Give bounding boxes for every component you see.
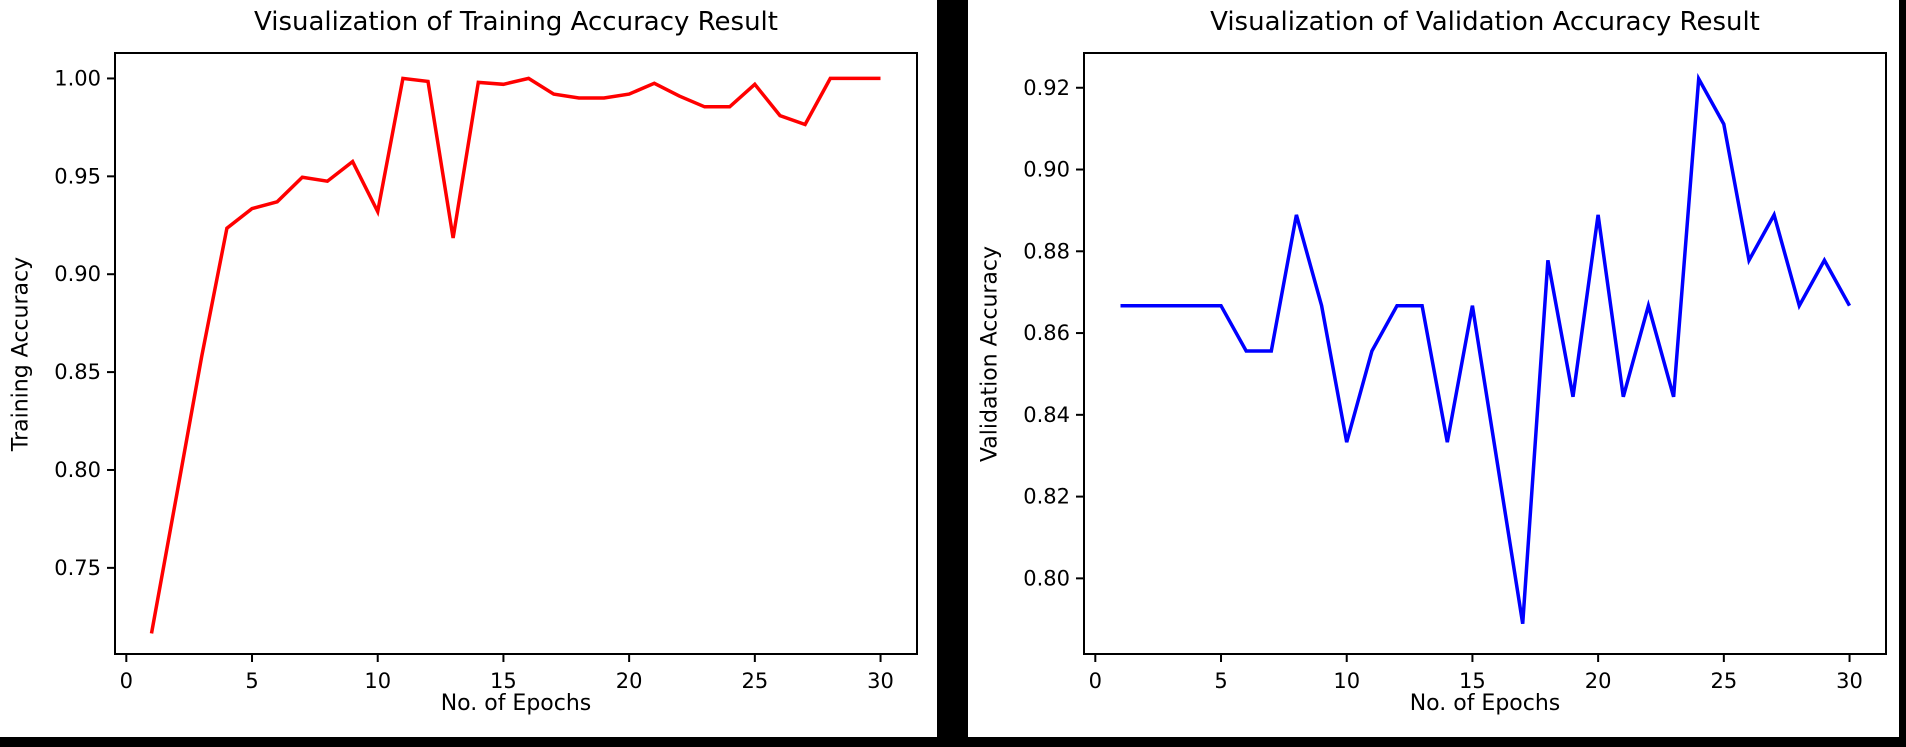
y-tick-label: 0.84 (1023, 403, 1070, 427)
y-axis-label: Validation Accuracy (977, 245, 1003, 463)
x-tick-label: 0 (120, 669, 133, 693)
x-tick-label: 20 (616, 669, 643, 693)
y-tick-label: 0.86 (1023, 321, 1070, 345)
training-accuracy-line (149, 76, 881, 634)
training-accuracy-chart: 0 5 10 15 20 25 30 0.75 0.80 0.85 0.90 0.95 1.00 (54, 52, 918, 693)
y-tick-label: 0.80 (1023, 566, 1070, 590)
x-tick-label: 10 (1333, 669, 1360, 693)
x-tick-label: 0 (1089, 669, 1102, 693)
x-tick-label: 30 (867, 669, 894, 693)
training-accuracy-figure-panel: 0 5 10 15 20 25 30 0.75 0.80 0.85 0.90 0.95 1.00 Vis… (0, 0, 937, 737)
panel-divider (937, 0, 968, 737)
validation-accuracy-line (1120, 72, 1852, 624)
y-tick-label: 0.92 (1023, 76, 1070, 100)
x-tick-label: 15 (490, 669, 517, 693)
plot-frame (1083, 52, 1887, 655)
x-tick-label: 25 (1710, 669, 1737, 693)
y-tick-label: 0.88 (1023, 239, 1070, 263)
y-axis-label: Training Accuracy (8, 256, 34, 452)
x-tick-label: 10 (364, 669, 391, 693)
chart-title: Visualization of Training Accuracy Resul… (254, 7, 778, 37)
x-tick-label: 5 (245, 669, 258, 693)
validation-accuracy-figure-panel: 0 5 10 15 20 25 30 0.80 0.82 0.84 0.86 0.88 0.90 0.92… (968, 0, 1899, 737)
y-tick-label: 1.00 (54, 66, 101, 90)
y-tick-label: 0.90 (1023, 158, 1070, 182)
y-tick-label: 0.85 (54, 360, 101, 384)
x-tick-label: 5 (1214, 669, 1227, 693)
x-tick-label: 20 (1585, 669, 1612, 693)
x-tick-label: 15 (1459, 669, 1486, 693)
y-tick-label: 0.75 (54, 556, 101, 580)
y-tick-label: 0.90 (54, 262, 101, 286)
y-tick-label: 0.80 (54, 458, 101, 482)
plot-frame (114, 52, 918, 655)
y-tick-label: 0.95 (54, 164, 101, 188)
chart-title: Visualization of Validation Accuracy Res… (1210, 7, 1760, 37)
x-tick-label: 30 (1836, 669, 1863, 693)
x-axis-label: No. of Epochs (1409, 691, 1561, 716)
x-axis-label: No. of Epochs (440, 691, 592, 716)
y-tick-label: 0.82 (1023, 485, 1070, 509)
validation-accuracy-chart: 0 5 10 15 20 25 30 0.80 0.82 0.84 0.86 0.88 0.90 0.92 (1023, 52, 1887, 693)
x-tick-label: 25 (741, 669, 768, 693)
